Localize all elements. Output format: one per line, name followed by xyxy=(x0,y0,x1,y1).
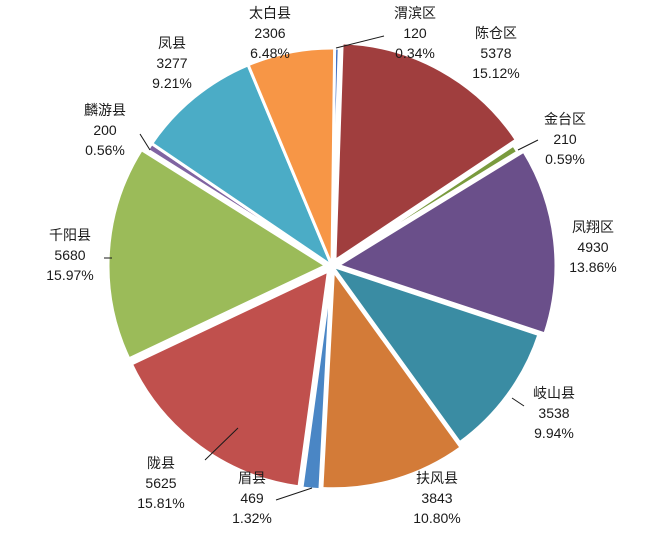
slice-label-value: 3538 xyxy=(538,405,569,421)
slice-label-name: 陈仓区 xyxy=(475,25,517,41)
slice-label-value: 120 xyxy=(403,25,427,41)
slice-label-value: 4930 xyxy=(577,239,608,255)
slice-label-value: 3843 xyxy=(421,490,452,506)
leader-line-10 xyxy=(139,133,151,151)
slice-label-percent: 0.56% xyxy=(85,142,125,158)
pie-slices xyxy=(106,41,558,492)
slice-label-value: 200 xyxy=(93,122,117,138)
leader-line-5 xyxy=(511,397,525,407)
leader-line-3 xyxy=(517,139,539,151)
slice-label-2: 陈仓区 5378 15.12% xyxy=(472,25,519,81)
slice-label-percent: 0.59% xyxy=(545,151,585,167)
pie-slice-4 xyxy=(336,149,558,336)
slice-label-6: 扶风县 3843 10.80% xyxy=(413,470,460,526)
slice-label-percent: 15.12% xyxy=(472,65,519,81)
slice-label-1: 渭滨区 120 0.34% xyxy=(394,5,436,61)
slice-label-name: 凤翔区 xyxy=(572,219,614,235)
slice-label-name: 千阳县 xyxy=(49,227,91,243)
slice-label-percent: 10.80% xyxy=(413,510,460,526)
slice-label-value: 469 xyxy=(240,490,264,506)
pie-slice-3 xyxy=(330,143,520,268)
slice-label-7: 眉县 469 1.32% xyxy=(232,470,272,526)
slice-label-12: 太白县 2306 6.48% xyxy=(249,5,291,61)
leader-line-1 xyxy=(335,35,385,49)
leader-lines xyxy=(104,35,539,501)
slice-label-percent: 15.97% xyxy=(46,267,93,283)
slice-label-3: 金台区 210 0.59% xyxy=(544,111,586,167)
slice-label-percent: 13.86% xyxy=(569,259,616,275)
slice-label-name: 凤县 xyxy=(158,35,186,51)
slice-labels: 渭滨区 120 0.34% 陈仓区 5378 15.12% 金台区 210 0.59% 凤翔区 49… xyxy=(46,5,616,526)
pie-slice-5 xyxy=(330,264,541,445)
slice-label-name: 麟游县 xyxy=(84,102,126,118)
slice-label-9: 千阳县 5680 15.97% xyxy=(46,227,93,283)
slice-label-10: 麟游县 200 0.56% xyxy=(84,102,126,158)
pie-slice-8 xyxy=(129,269,330,489)
slice-label-name: 金台区 xyxy=(544,111,586,127)
pie-slice-12 xyxy=(246,46,337,268)
slice-label-percent: 9.94% xyxy=(534,425,574,441)
leader-line-7 xyxy=(275,487,313,501)
pie-slice-11 xyxy=(150,63,334,268)
pie-slice-9 xyxy=(106,148,328,361)
slice-label-percent: 9.21% xyxy=(152,75,192,91)
slice-label-name: 岐山县 xyxy=(533,385,575,401)
slice-label-name: 渭滨区 xyxy=(394,5,436,21)
slice-label-value: 3277 xyxy=(156,55,187,71)
slice-label-value: 5680 xyxy=(54,247,85,263)
pie-slice-2 xyxy=(333,41,518,263)
slice-label-percent: 1.32% xyxy=(232,510,272,526)
slice-label-name: 太白县 xyxy=(249,5,291,21)
slice-label-name: 扶风县 xyxy=(416,470,458,486)
slice-label-percent: 6.48% xyxy=(250,45,290,61)
slice-label-name: 陇县 xyxy=(147,455,175,471)
slice-label-percent: 15.81% xyxy=(137,495,184,511)
slice-label-value: 2306 xyxy=(254,25,285,41)
slice-label-11: 凤县 3277 9.21% xyxy=(152,35,192,91)
slice-label-value: 5625 xyxy=(145,475,176,491)
leader-line-8 xyxy=(204,427,239,461)
pie-slice-6 xyxy=(320,269,463,491)
slice-label-5: 岐山县 3538 9.94% xyxy=(533,385,575,441)
slice-label-value: 210 xyxy=(553,131,577,147)
pie-slice-7 xyxy=(300,270,333,492)
slice-label-8: 陇县 5625 15.81% xyxy=(137,455,184,511)
slice-label-value: 5378 xyxy=(480,45,511,61)
slice-label-percent: 0.34% xyxy=(395,45,435,61)
slice-label-name: 眉县 xyxy=(238,470,266,486)
slice-label-4: 凤翔区 4930 13.86% xyxy=(569,219,616,275)
